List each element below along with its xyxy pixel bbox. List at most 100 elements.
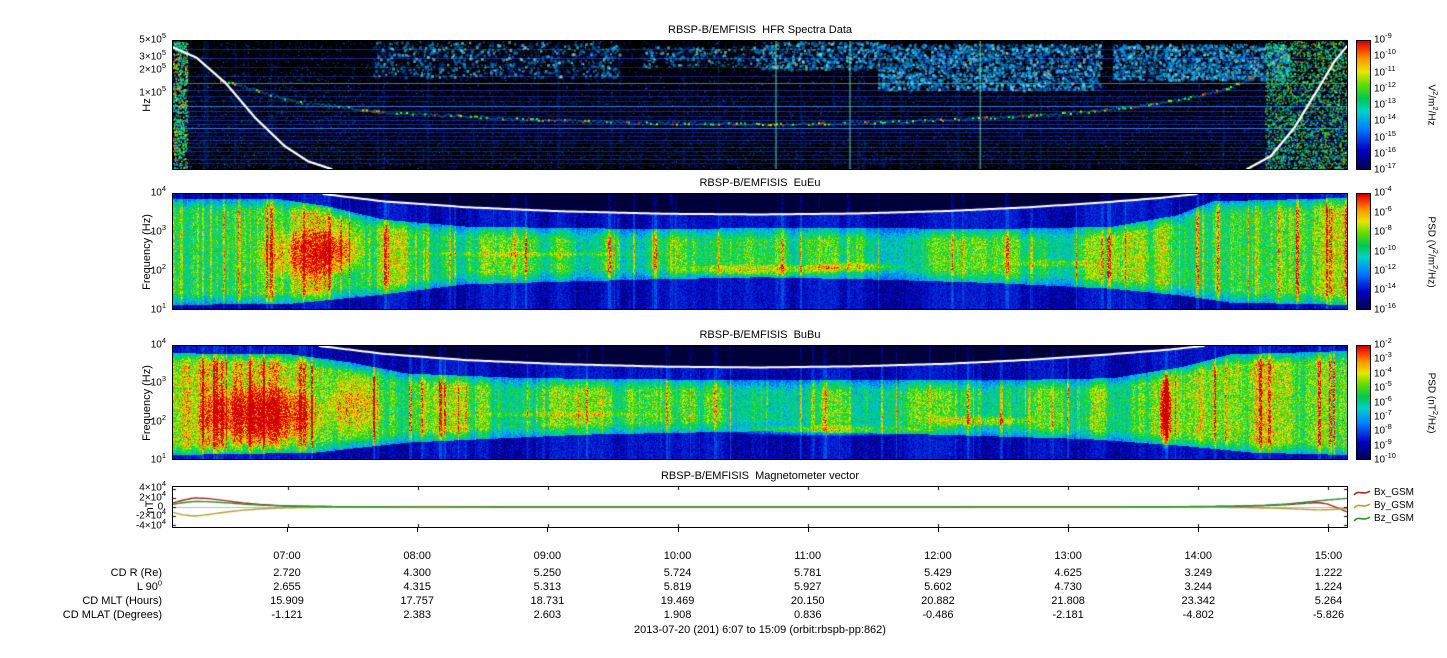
legend-item: Bz_GSM	[1353, 512, 1445, 525]
panel3-ytick-label: 104	[150, 336, 166, 351]
panel1-colorbar-tick-label: 10-9	[1374, 31, 1392, 46]
axis-row-value: 3.244	[1184, 581, 1213, 593]
axis-row-value: 5.602	[924, 581, 952, 593]
axis-row-value: 19.469	[660, 595, 695, 607]
panel4-title: RBSP-B/EMFISIS Magnetometer vector	[660, 470, 860, 482]
axis-row-label: CD MLAT (Degrees)	[62, 609, 162, 621]
axis-row-value: 1.224	[1314, 581, 1343, 593]
panel3-ytick-label: 101	[150, 451, 166, 466]
x-tick-mark	[547, 528, 549, 532]
axis-row-1-values: 2.655 4.315 5.313 5.819 5.927 5.602 4.730 3.244…	[172, 581, 1348, 593]
axis-row-value: 23.342	[1181, 595, 1216, 607]
x-tick-mark	[417, 528, 419, 532]
x-tick-mark	[287, 528, 288, 532]
panel1-ytick-label: 3×105	[139, 48, 166, 63]
panel4-ytick-label: 4×104	[139, 479, 166, 494]
axis-row-2-values: 15.909 17.757 18.731 19.469 20.150 20.882 21.8…	[172, 595, 1348, 607]
panel2-colorbar-tick-label: 10-16	[1374, 301, 1396, 316]
axis-row-value: 15.909	[270, 595, 304, 607]
panel1-colorbar-tick-label: 10-10	[1374, 47, 1396, 62]
panel3-colorbar-ticks: 10-2 10-3 10-4 10-5 10-6 10-7 10-8 10-9 10-10	[1374, 337, 1432, 466]
panel2-ytick-label: 101	[150, 301, 166, 316]
axis-row-value: 5.781	[793, 567, 822, 579]
panel4-ytick-label: -4×104	[135, 516, 166, 532]
panel2-plot	[172, 193, 1348, 310]
panel1-plot	[172, 40, 1348, 170]
time-tick-label: 09:00	[533, 550, 562, 562]
axis-row-value: 5.250	[533, 567, 562, 579]
panel4-ytick-label: 0.	[157, 501, 166, 513]
axis-row-value: 20.882	[921, 595, 955, 607]
legend-label: Bx_GSM	[1374, 487, 1415, 498]
panel1-colorbar-tick-label: 10-16	[1374, 144, 1396, 160]
axis-row-value: 2.655	[273, 581, 301, 593]
panel1-colorbar-tick-label: 10-17	[1374, 161, 1396, 176]
axis-row-value: 2.383	[403, 609, 431, 621]
panel2-colorbar-ticks: 10-4 10-6 10-8 10-10 10-12 10-14 10-16	[1374, 185, 1432, 316]
time-tick-label: 14:00	[1184, 550, 1213, 562]
panel1-colorbar-tick-label: 10-11	[1374, 63, 1396, 78]
axis-row-value: 1.908	[663, 609, 692, 621]
x-tick-mark	[677, 528, 679, 532]
axis-row-value: 4.625	[1054, 567, 1082, 579]
axis-row-value: -5.826	[1312, 609, 1345, 621]
panel3-colorbar	[1356, 345, 1371, 460]
panel2-title: RBSP-B/EMFISIS EuEu	[699, 177, 821, 189]
panel1-colorbar-tick-label: 10-13	[1374, 96, 1396, 111]
axis-row-value: 2.603	[533, 609, 562, 621]
eueu-spectrogram-canvas	[173, 194, 1347, 309]
panel3-plot	[172, 345, 1348, 460]
xtick-marks	[172, 528, 1348, 533]
axis-row-value: 5.264	[1314, 595, 1343, 607]
x-tick-mark	[1198, 528, 1200, 532]
panel3-title: RBSP-B/EMFISIS BuBu	[699, 329, 821, 341]
x-tick-mark	[1328, 528, 1330, 532]
panel2-colorbar-tick-label: 10-8	[1374, 223, 1392, 238]
panel3-colorbar-tick-label: 10-5	[1374, 379, 1392, 394]
axis-row-value: 5.429	[924, 567, 952, 579]
x-tick-mark	[937, 528, 939, 532]
axis-row-value: 21.808	[1051, 595, 1085, 607]
panel1-colorbar-tick-label: 10-12	[1374, 79, 1396, 95]
axis-row-label: CD MLT (Hours)	[82, 595, 162, 607]
panel2-colorbar-unit: PSD (V2/m2/Hz)	[1425, 216, 1440, 288]
axis-row-3-values: -1.121 2.383 2.603 1.908 0.836 -0.486 -2.181 -4…	[172, 609, 1348, 621]
panel2-colorbar-tick-label: 10-6	[1374, 203, 1392, 218]
panel1-colorbar-tick-label: 10-14	[1374, 112, 1396, 127]
legend-label: By_GSM	[1374, 500, 1415, 511]
time-tick-label: 13:00	[1054, 550, 1082, 562]
mag-legend: Bx_GSM By_GSM Bz_GSM	[1353, 486, 1445, 525]
panel3-colorbar-tick-label: 10-6	[1374, 393, 1392, 408]
panel4-ytick-label: 2×104	[139, 488, 166, 504]
caption: 2013-07-20 (201) 6:07 to 15:09 (orbit:rb…	[634, 624, 886, 636]
panel1-ytick-label: 1×105	[139, 84, 166, 99]
panel1-ytick-label: 5×105	[139, 31, 166, 46]
panel3-colorbar-tick-label: 10-7	[1374, 408, 1392, 423]
panel3-colorbar-tick-label: 10-8	[1374, 422, 1392, 437]
axis-row-value: 4.315	[403, 581, 431, 593]
time-tick-label: 10:00	[663, 550, 692, 562]
magnetometer-canvas	[173, 487, 1347, 527]
axis-row-value: 17.757	[400, 595, 435, 607]
axis-row-value: 5.819	[663, 581, 692, 593]
panel3-colorbar-tick-label: 10-3	[1374, 350, 1392, 365]
hfr-spectrogram-canvas	[173, 41, 1347, 169]
axis-row-value: 0.836	[793, 609, 822, 621]
panel2-ytick-label: 104	[150, 184, 166, 199]
panel2-colorbar-tick-label: 10-14	[1374, 281, 1396, 296]
panel3-ytick-label: 102	[150, 412, 166, 428]
panel2-colorbar-tick-label: 10-4	[1374, 184, 1392, 199]
panel4-plot	[172, 486, 1348, 528]
axis-row-0-values: 2.720 4.300 5.250 5.724 5.781 5.429 4.625 3.249…	[172, 567, 1348, 579]
panel2-colorbar-tick-label: 10-12	[1374, 262, 1396, 277]
axis-row-value: 5.927	[793, 581, 822, 593]
panel1-colorbar-tick-label: 10-15	[1374, 128, 1396, 143]
axis-row-value: 2.720	[273, 567, 301, 579]
panel1-colorbar-unit: V2/m2/Hz	[1425, 84, 1440, 126]
panel1-colorbar	[1356, 40, 1371, 170]
axis-row-value: 5.724	[663, 567, 692, 579]
axis-row-value: -0.486	[922, 609, 954, 621]
panel3-colorbar-tick-label: 10-9	[1374, 436, 1392, 452]
panel2-ytick-label: 103	[150, 223, 166, 238]
